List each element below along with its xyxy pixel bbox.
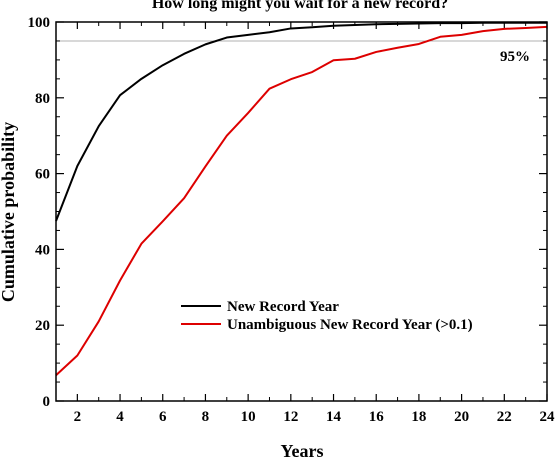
series-line-new-record-year bbox=[55, 21, 547, 222]
reference-line-label: 95% bbox=[500, 49, 530, 65]
legend-label-new-record-year: New Record Year bbox=[227, 299, 339, 315]
x-tick-label: 2 bbox=[74, 409, 82, 425]
x-tick-label: 20 bbox=[454, 409, 469, 425]
series-line-unambiguous-new-record-year bbox=[55, 25, 548, 376]
y-tick-label: 40 bbox=[35, 242, 50, 258]
y-tick-label: 0 bbox=[43, 394, 51, 410]
x-axis-label: Years bbox=[281, 441, 324, 457]
y-tick-label: 60 bbox=[35, 167, 50, 183]
y-axis-label: Cumulative probability bbox=[0, 122, 18, 302]
x-tick-label: 4 bbox=[116, 409, 124, 425]
x-tick-label: 16 bbox=[369, 409, 385, 425]
legend-label-unambiguous-new-record-year: Unambiguous New Record Year (>0.1) bbox=[227, 317, 473, 333]
plot-frame bbox=[55, 21, 548, 402]
x-tick-label: 18 bbox=[411, 409, 426, 425]
y-tick-label: 80 bbox=[35, 91, 50, 107]
x-tick-label: 12 bbox=[283, 409, 298, 425]
x-tick-label: 14 bbox=[326, 409, 342, 425]
x-tick-label: 8 bbox=[202, 409, 210, 425]
x-tick-label: 24 bbox=[540, 409, 556, 425]
x-tick-label: 22 bbox=[497, 409, 512, 425]
chart-title: How long might you wait for a new record… bbox=[152, 0, 448, 12]
y-tick-label: 20 bbox=[35, 318, 50, 334]
x-tick-label: 10 bbox=[241, 409, 256, 425]
x-tick-label: 6 bbox=[159, 409, 167, 425]
y-tick-label: 100 bbox=[28, 15, 51, 31]
legend: New Record Year Unambiguous New Record Y… bbox=[181, 299, 473, 333]
